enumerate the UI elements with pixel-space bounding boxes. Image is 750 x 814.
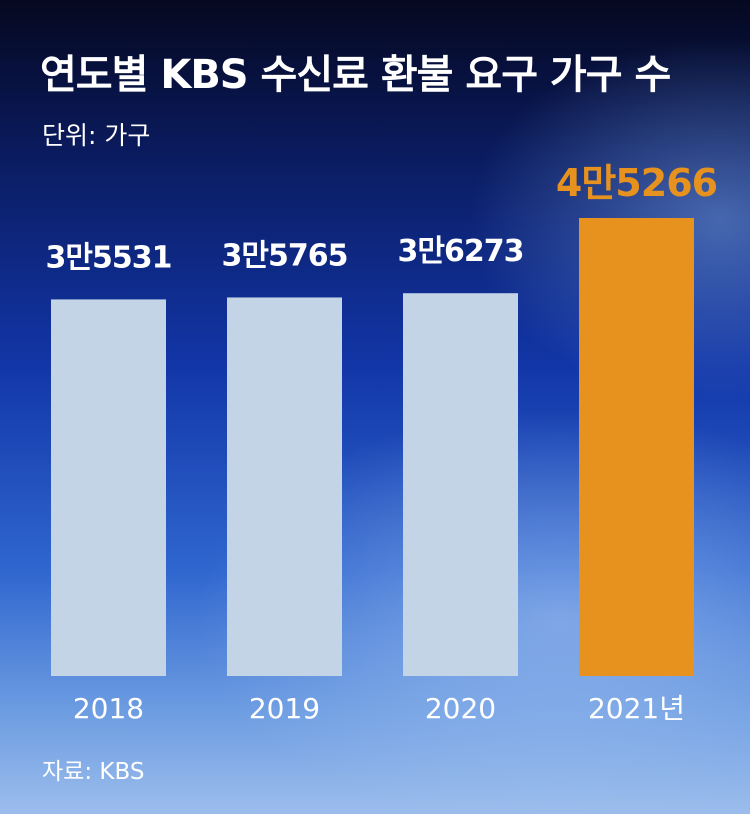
x-tick-label: 2018: [73, 692, 144, 725]
x-tick-label: 2020: [425, 692, 496, 725]
x-tick-label: 2019: [249, 692, 320, 725]
data-label-2019: 3만5765: [222, 238, 348, 273]
data-label-2018: 3만5531: [46, 240, 172, 275]
data-label-2021년: 4만5266: [556, 161, 717, 205]
unit-label: 단위: 가구: [42, 121, 151, 150]
bar-2021년: [579, 218, 694, 676]
chart-title: 연도별 KBS 수신료 환불 요구 가구 수: [40, 52, 671, 98]
bar-2019: [227, 297, 342, 676]
bar-2020: [403, 293, 518, 676]
x-tick-label: 2021년: [588, 692, 685, 725]
data-label-2020: 3만6273: [398, 234, 524, 269]
bar-2018: [51, 299, 166, 676]
source-label: 자료: KBS: [42, 759, 145, 785]
